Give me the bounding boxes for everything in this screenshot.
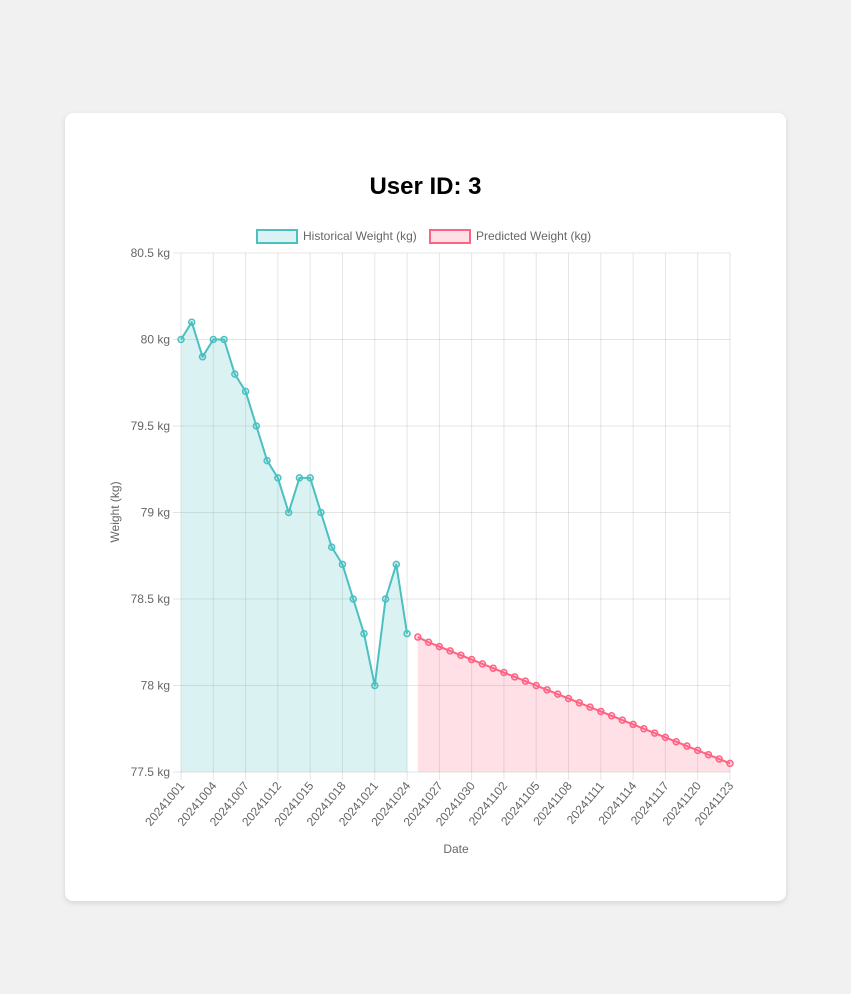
predicted-point	[609, 713, 615, 719]
historical-point	[210, 337, 216, 343]
y-tick-label: 80 kg	[141, 333, 170, 347]
predicted-point	[566, 695, 572, 701]
predicted-point	[673, 739, 679, 745]
predicted-point	[695, 747, 701, 753]
predicted-point	[630, 721, 636, 727]
predicted-point	[522, 678, 528, 684]
predicted-point	[490, 665, 496, 671]
x-axis-title: Date	[443, 842, 469, 856]
predicted-point	[415, 634, 421, 640]
predicted-point	[727, 760, 733, 766]
historical-point	[296, 475, 302, 481]
predicted-point	[587, 704, 593, 710]
predicted-point	[447, 648, 453, 654]
legend[interactable]: Historical Weight (kg) Predicted Weight (…	[257, 229, 591, 243]
historical-point	[339, 561, 345, 567]
legend-item-historical[interactable]: Historical Weight (kg)	[257, 229, 417, 243]
historical-point	[200, 354, 206, 360]
series-fills	[181, 322, 730, 772]
historical-point	[253, 423, 259, 429]
historical-point	[178, 337, 184, 343]
predicted-point	[641, 726, 647, 732]
historical-point	[404, 631, 410, 637]
historical-point	[286, 510, 292, 516]
y-tick-label: 79.5 kg	[131, 419, 170, 433]
predicted-point	[619, 717, 625, 723]
predicted-point	[512, 674, 518, 680]
predicted-point	[469, 657, 475, 663]
legend-item-predicted[interactable]: Predicted Weight (kg)	[430, 229, 591, 243]
predicted-point	[533, 683, 539, 689]
y-tick-label: 79 kg	[141, 506, 170, 520]
historical-point	[275, 475, 281, 481]
predicted-point	[662, 734, 668, 740]
historical-point	[383, 596, 389, 602]
x-tick-labels: 2024100120241004202410072024101220241015…	[142, 779, 736, 829]
predicted-point	[716, 756, 722, 762]
historical-point	[307, 475, 313, 481]
historical-point	[189, 319, 195, 325]
predicted-point	[426, 639, 432, 645]
predicted-point	[501, 670, 507, 676]
predicted-point	[684, 743, 690, 749]
predicted-point	[598, 708, 604, 714]
historical-point	[221, 337, 227, 343]
historical-point	[372, 683, 378, 689]
y-tick-label: 77.5 kg	[131, 765, 170, 779]
historical-point	[329, 544, 335, 550]
predicted-point	[436, 644, 442, 650]
legend-label: Historical Weight (kg)	[303, 229, 417, 243]
predicted-point	[705, 752, 711, 758]
y-tick-labels: 80.5 kg 80 kg 79.5 kg 79 kg 78.5 kg 78 kg 77.5…	[131, 246, 170, 779]
predicted-point	[479, 661, 485, 667]
predicted-point	[544, 687, 550, 693]
predicted-point	[652, 730, 658, 736]
y-axis-title: Weight (kg)	[108, 481, 122, 542]
legend-swatch	[257, 230, 297, 243]
historical-point	[232, 371, 238, 377]
predicted-point	[576, 700, 582, 706]
legend-swatch	[430, 230, 470, 243]
legend-label: Predicted Weight (kg)	[476, 229, 591, 243]
y-tick-label: 78.5 kg	[131, 592, 170, 606]
y-tick-label: 80.5 kg	[131, 246, 170, 260]
y-tick-label: 78 kg	[141, 679, 170, 693]
historical-point	[318, 510, 324, 516]
historical-point	[361, 631, 367, 637]
predicted-point	[555, 691, 561, 697]
historical-point	[350, 596, 356, 602]
historical-point	[264, 458, 270, 464]
historical-point	[243, 388, 249, 394]
predicted-point	[458, 652, 464, 658]
historical-area	[181, 322, 407, 772]
historical-point	[393, 561, 399, 567]
